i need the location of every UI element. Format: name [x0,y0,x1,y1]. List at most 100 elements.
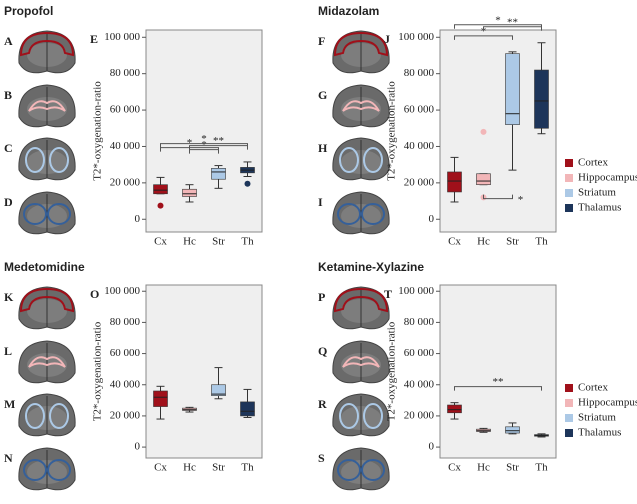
roi-outline [49,147,69,173]
roi-outline [339,147,359,173]
x-tick-label: Hc [477,462,490,474]
y-tick-label: 60 000 [404,104,435,116]
legend-label: Thalamus [578,202,621,214]
image-label: D [4,195,13,209]
roi-outline [342,356,380,368]
image-label: M [4,397,15,411]
box [505,426,520,434]
roi-outline [19,31,75,57]
roi-outline [49,403,69,429]
legend-label: Cortex [578,157,608,169]
y-tick-label: 20 000 [404,409,435,421]
roi-outline [337,203,361,225]
legend-swatch [565,399,573,407]
box [153,184,168,195]
roi-outline [28,100,66,112]
y-axis-label: T2*-oxygenation-ratio [92,81,104,181]
y-tick-label: 80 000 [110,316,141,328]
box [447,404,462,414]
roi-outline [47,459,71,481]
roi-outline [25,403,45,429]
legend-swatch [565,189,573,197]
y-tick-label: 80 000 [404,316,435,328]
y-tick-label: 0 [135,441,141,453]
significance-label: * [201,133,207,145]
significance-bracket [454,386,542,391]
roi-outline [342,100,380,112]
y-tick-label: 20 000 [110,176,141,188]
image-label: S [318,451,325,465]
box [211,384,226,396]
chart-label: O [90,287,99,301]
significance-bracket [454,24,542,29]
panel-title: Ketamine-Xylazine [318,260,424,274]
image-label: A [4,34,13,48]
box [534,69,549,129]
image-label: L [4,344,12,358]
legend-label: Hippocampus [578,397,637,409]
roi-outline [28,356,66,368]
y-axis-label: T2*-oxygenation-ratio [386,321,398,421]
image-label: H [318,141,328,155]
x-tick-label: Cx [448,462,461,474]
y-tick-label: 20 000 [110,409,141,421]
significance-bracket [454,35,513,40]
legend-swatch [565,204,573,212]
image-label: I [318,195,323,209]
x-tick-label: Cx [154,236,167,248]
roi-outline [337,459,361,481]
legend-swatch [565,384,573,392]
roi-outline [333,31,389,57]
y-axis-label: T2*-oxygenation-ratio [386,81,398,181]
image-label: Q [318,344,327,358]
box [240,401,255,417]
x-tick-label: Hc [183,462,196,474]
y-tick-label: 60 000 [110,347,141,359]
legend-label: Striatum [578,412,616,424]
y-tick-label: 100 000 [104,31,140,43]
box [447,171,462,193]
x-tick-label: Str [212,462,225,474]
significance-bracket [189,149,219,154]
y-tick-label: 100 000 [104,285,140,297]
box [153,390,168,407]
significance-label: * [518,194,524,206]
legend-swatch [565,429,573,437]
y-tick-label: 0 [429,213,435,225]
roi-outline [23,459,47,481]
x-tick-label: Cx [154,462,167,474]
x-tick-label: Str [506,462,519,474]
y-tick-label: 40 000 [110,378,141,390]
roi-outline [19,287,75,313]
significance-label: ** [213,135,224,147]
x-tick-label: Th [535,236,548,248]
x-tick-label: Hc [477,236,490,248]
x-tick-label: Cx [448,236,461,248]
image-label: N [4,451,13,465]
outlier [157,202,164,209]
legend-label: Hippocampus [578,172,637,184]
x-tick-label: Str [506,236,519,248]
significance-bracket [189,145,248,150]
y-tick-label: 100 000 [398,285,434,297]
y-tick-label: 0 [429,441,435,453]
chart-label: E [90,32,98,46]
y-tick-label: 40 000 [404,140,435,152]
y-tick-label: 0 [135,213,141,225]
legend-label: Thalamus [578,427,621,439]
roi-outline [25,147,45,173]
x-tick-label: Th [241,236,254,248]
roi-outline [363,147,383,173]
legend-swatch [565,174,573,182]
y-tick-label: 40 000 [110,140,141,152]
y-tick-label: 60 000 [110,104,141,116]
y-tick-label: 80 000 [110,67,141,79]
roi-outline [333,287,389,313]
image-label: F [318,34,325,48]
y-axis-label: T2*-oxygenation-ratio [92,321,104,421]
panel-title: Propofol [4,4,53,18]
image-label: P [318,290,325,304]
chart-label: J [384,32,390,46]
roi-outline [363,403,383,429]
x-tick-label: Th [535,462,548,474]
